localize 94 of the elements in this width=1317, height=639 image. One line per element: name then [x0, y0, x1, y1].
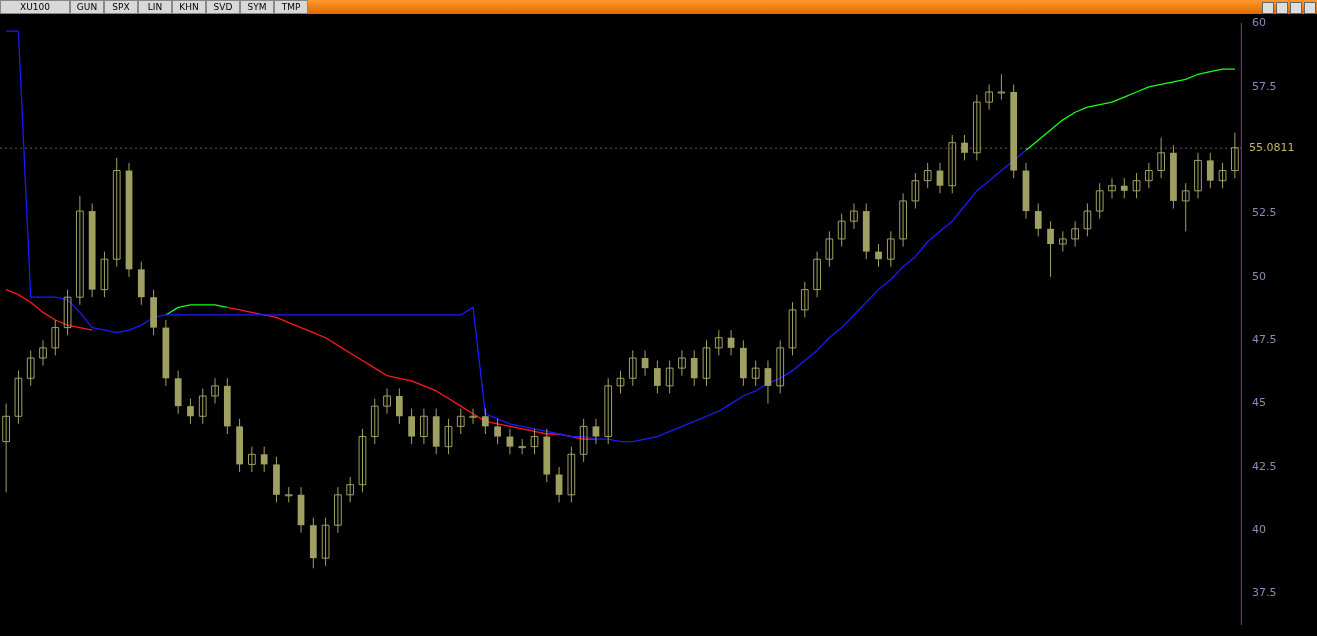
y-tick-label: 47.5 [1252, 333, 1277, 347]
candlestick [100, 251, 109, 298]
candlestick [198, 387, 207, 425]
candlestick [665, 360, 674, 394]
text: TMP [274, 0, 308, 14]
candlestick [985, 83, 993, 111]
y-tick-label: 42.5 [1252, 459, 1277, 473]
candlestick [1194, 152, 1202, 199]
y-tick-label: 52.5 [1252, 206, 1277, 220]
candlestick [456, 408, 465, 435]
candlestick [1058, 230, 1067, 253]
y-tick-label: 57.5 [1252, 79, 1277, 93]
candlestick [678, 349, 686, 377]
candlestick [334, 486, 342, 534]
candlestick [1083, 202, 1092, 237]
candlestick [923, 162, 932, 189]
text: SPX [104, 0, 138, 14]
candlestick [481, 408, 489, 435]
candlestick [1108, 177, 1116, 199]
candlestick [260, 446, 268, 473]
candlestick [1144, 162, 1153, 189]
candlestick [948, 134, 957, 194]
y-tick-label: 37.5 [1252, 586, 1277, 600]
text: LIN [138, 0, 172, 14]
candlestick [714, 329, 723, 356]
candlestick [187, 398, 194, 425]
candlestick [579, 418, 588, 463]
candlestick [346, 476, 355, 503]
candlestick [1120, 177, 1128, 199]
ref-line-label: 55.0811 [1249, 141, 1295, 155]
candlestick [604, 377, 613, 445]
candlestick [764, 360, 772, 405]
candlestick [2, 403, 11, 493]
candlestick [248, 446, 256, 473]
candlestick [690, 349, 698, 387]
candlestick [420, 408, 428, 445]
candlestick [702, 339, 711, 387]
candlestick [1181, 182, 1190, 232]
candlestick [592, 418, 600, 445]
candlestick [1206, 152, 1214, 189]
candlestick [39, 339, 47, 367]
y-tick-label: 40 [1252, 523, 1266, 537]
candlestick [112, 157, 121, 268]
candlestick [408, 408, 415, 445]
candlestick [1071, 220, 1079, 248]
candlestick [616, 370, 625, 394]
text: KHN [172, 0, 206, 14]
candlestick [788, 301, 797, 356]
candlestick [1034, 202, 1042, 237]
candlestick [14, 370, 23, 425]
candlestick [370, 398, 379, 445]
candlestick [75, 195, 84, 306]
candlestick [1230, 132, 1239, 179]
candlestick [886, 230, 895, 268]
y-tick-label: 60 [1252, 16, 1266, 30]
candlestick [899, 192, 907, 248]
candlestick [751, 360, 760, 387]
candlestick [383, 387, 391, 415]
candlestick [567, 446, 576, 503]
candlestick [800, 281, 809, 318]
candlestick [875, 243, 882, 268]
text: GUN [70, 0, 104, 14]
candlestick [63, 289, 72, 336]
candlestick [776, 339, 785, 394]
candlestick [1132, 172, 1141, 199]
candlestick [1218, 162, 1227, 189]
candlestick [997, 73, 1006, 101]
candlestick [530, 428, 539, 455]
text: XU100 [0, 0, 70, 14]
candlestick [469, 408, 477, 425]
candlestick [444, 418, 453, 455]
candlestick [321, 517, 330, 567]
candlestick [837, 213, 846, 248]
candlestick [911, 172, 920, 210]
text: SVD [206, 0, 240, 14]
candlestick [653, 360, 661, 394]
text: SYM [240, 0, 274, 14]
candlestick [961, 134, 968, 161]
candlestick [494, 418, 502, 445]
candlestick [972, 94, 981, 161]
y-tick-label: 50 [1252, 269, 1266, 283]
candlestick [51, 319, 60, 356]
candlestick [1095, 182, 1104, 220]
candlestick [26, 349, 35, 387]
y-tick-label: 45 [1252, 396, 1266, 410]
candlestick [1047, 220, 1054, 278]
candlestick [358, 428, 367, 493]
candlestick [825, 230, 834, 268]
candlestick [850, 202, 858, 230]
candlestick [628, 349, 637, 387]
candlestick [813, 251, 821, 298]
candlestick [1157, 137, 1166, 179]
candlestick [395, 387, 403, 425]
candlestick [211, 377, 219, 405]
